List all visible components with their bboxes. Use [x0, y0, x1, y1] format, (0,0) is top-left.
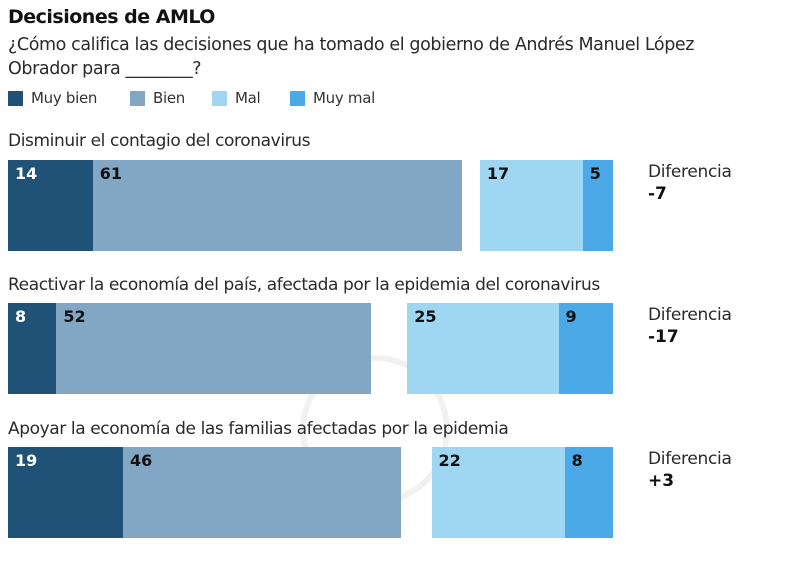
- legend-label: Muy bien: [31, 89, 98, 107]
- legend-item-muy-bien: Muy bien: [8, 89, 97, 107]
- bar-segment-muy-bien: 8: [8, 303, 57, 394]
- difference-label: Diferencia: [648, 449, 732, 469]
- bar-segment-muy-mal: 5: [582, 160, 613, 251]
- category-label: Apoyar la economía de las familias afect…: [8, 419, 509, 439]
- difference-value: -7: [648, 184, 667, 204]
- legend-item-bien: Bien: [130, 89, 185, 107]
- data-label: 5: [589, 164, 601, 183]
- difference-value: -17: [648, 327, 679, 347]
- legend-swatch-muy-mal: [290, 90, 305, 106]
- bar-segment-mal: 22: [431, 447, 565, 538]
- difference-label: Diferencia: [648, 162, 732, 182]
- category-label: Disminuir el contagio del coronavirus: [8, 131, 311, 151]
- legend-item-mal: Mal: [212, 89, 261, 107]
- bar-segment-muy-mal: 9: [558, 303, 613, 394]
- data-label: 22: [438, 451, 461, 470]
- data-label: 25: [414, 307, 437, 326]
- difference-value: +3: [648, 471, 675, 491]
- difference-label: Diferencia: [648, 305, 732, 325]
- legend-label: Muy mal: [313, 89, 375, 107]
- data-label: 14: [15, 164, 38, 183]
- data-label: 19: [15, 451, 38, 470]
- legend-swatch-bien: [130, 90, 145, 106]
- data-label: 8: [15, 307, 27, 326]
- bar-segment-muy-bien: 19: [8, 447, 123, 538]
- data-label: 46: [129, 451, 153, 470]
- data-label: 61: [99, 164, 122, 183]
- bar-segment-muy-bien: 14: [8, 160, 93, 251]
- bar-segment-muy-mal: 8: [564, 447, 613, 538]
- category-label: Reactivar la economía del país, afectada…: [8, 275, 600, 295]
- data-label: 17: [486, 164, 510, 183]
- legend-swatch-mal: [212, 90, 227, 106]
- bar-segment-bien: 46: [122, 447, 402, 538]
- bar-segment-mal: 17: [479, 160, 583, 251]
- data-label: 52: [63, 307, 86, 326]
- data-label: 8: [571, 451, 583, 470]
- legend-label: Mal: [235, 89, 261, 107]
- data-label: 9: [565, 307, 577, 326]
- legend-item-muy-mal: Muy mal: [290, 89, 375, 107]
- chart-subtitle: ¿Cómo califica las decisiones que ha tom…: [8, 35, 695, 79]
- legend-label: Bien: [153, 89, 185, 107]
- bar-segment-bien: 52: [56, 303, 371, 394]
- chart-title: Decisiones de AMLO: [8, 6, 215, 28]
- bar-segment-bien: 61: [92, 160, 462, 251]
- legend-swatch-muy-bien: [8, 90, 23, 106]
- bar-segment-mal: 25: [407, 303, 559, 394]
